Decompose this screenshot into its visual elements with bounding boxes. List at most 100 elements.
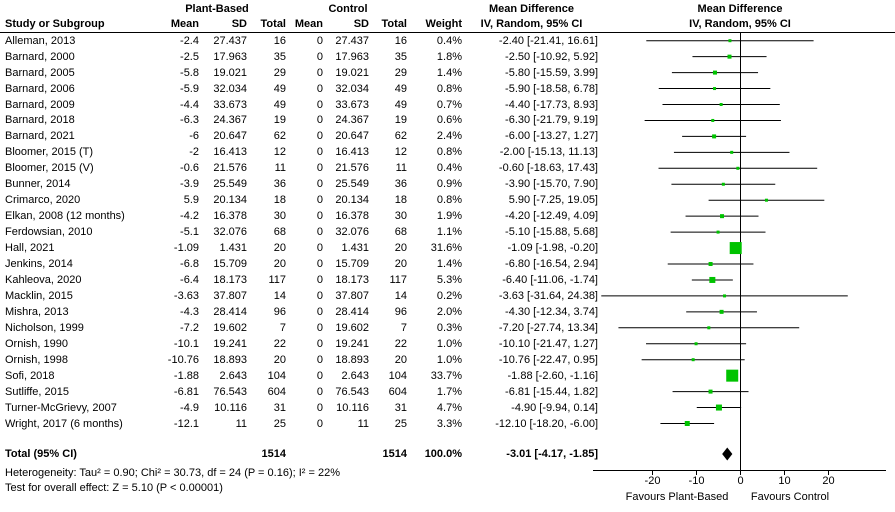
pb-mean: -3.63 [173, 289, 199, 302]
table-row: Ornish, 1998 -10.76 18.893 20 0 18.893 20 1.0% -… [0, 352, 600, 368]
weight: 0.2% [436, 289, 462, 302]
pb-total: 68 [273, 226, 286, 239]
c-sd: 20.134 [335, 194, 369, 207]
effect-marker [729, 242, 742, 255]
pb-mean: -6.81 [173, 385, 199, 398]
pb-sd: 28.414 [213, 305, 247, 318]
weight: 0.3% [436, 321, 462, 334]
weight: 2.0% [436, 305, 462, 318]
axis-tick-label: 0 [737, 475, 743, 487]
pb-mean: -0.6 [180, 162, 199, 175]
pb-total: 20 [273, 242, 286, 255]
pb-total: 117 [268, 273, 286, 286]
table-row: Ferdowsian, 2010 -5.1 32.076 68 0 32.076 68 1.1… [0, 224, 600, 240]
pb-sd: 19.241 [213, 337, 247, 350]
c-mean: 0 [316, 146, 323, 159]
pb-total: 20 [273, 258, 286, 270]
md-ci: -0.60 [-18.63, 17.43] [498, 162, 598, 175]
table-row: Wright, 2017 (6 months) -12.1 11 25 0 11 25 3.3… [0, 416, 600, 432]
study-name: Ornish, 1990 [5, 337, 68, 350]
table-row: Sofi, 2018 -1.88 2.643 104 0 2.643 104 33.7% -1.… [0, 368, 600, 384]
weight: 1.9% [436, 210, 462, 223]
weight: 0.9% [436, 178, 462, 191]
c-mean: 0 [316, 114, 323, 127]
weight: 3.3% [436, 417, 462, 430]
study-name: Bloomer, 2015 (V) [5, 162, 94, 175]
group1-header: Plant-Based [185, 3, 249, 15]
axis-tick-label: -20 [645, 475, 661, 487]
study-name: Jenkins, 2014 [5, 258, 73, 270]
pb-total: 7 [279, 321, 286, 334]
study-name: Sofi, 2018 [5, 369, 55, 382]
study-name: Kahleova, 2020 [5, 273, 82, 286]
c-total: 11 [395, 162, 407, 175]
pb-sd: 1.431 [219, 242, 247, 255]
col-header-pb-total: Total [260, 18, 286, 30]
effect-marker [721, 182, 725, 186]
md-ci: -5.10 [-15.88, 5.68] [505, 226, 598, 239]
c-total: 16 [394, 34, 407, 47]
pb-sd: 16.378 [213, 210, 247, 223]
group2-header: Control [328, 3, 368, 15]
c-total: 22 [394, 337, 407, 350]
table-row: Bunner, 2014 -3.9 25.549 36 0 25.549 36 0.9% -3.… [0, 176, 600, 192]
study-name: Bunner, 2014 [5, 178, 71, 191]
pb-total: 29 [273, 66, 286, 79]
effect-marker [719, 309, 724, 314]
c-total: 30 [394, 210, 407, 223]
pb-mean: -6 [189, 130, 199, 143]
pb-mean: -2.5 [180, 50, 199, 63]
axis-tick-label: 20 [822, 475, 834, 487]
study-name: Macklin, 2015 [5, 289, 73, 302]
pb-sd: 24.367 [213, 114, 247, 127]
effect-marker [711, 118, 715, 122]
table-row: Hall, 2021 -1.09 1.431 20 0 1.431 20 31.6% -1.09… [0, 240, 600, 256]
c-mean: 0 [316, 226, 323, 239]
c-sd: 33.673 [335, 98, 369, 111]
pb-mean: -10.76 [167, 353, 199, 366]
c-total: 49 [394, 82, 407, 95]
pb-mean: -1.09 [173, 242, 199, 255]
table-row: Kahleova, 2020 -6.4 18.173 117 0 18.173 117 5.3… [0, 272, 600, 288]
pb-mean: -5.9 [180, 82, 199, 95]
c-sd: 24.367 [335, 114, 369, 127]
c-sd: 10.116 [336, 401, 369, 414]
total-weight: 100.0% [424, 448, 462, 460]
study-name: Barnard, 2009 [5, 98, 75, 111]
c-total: 62 [394, 130, 407, 143]
c-sd: 27.437 [335, 34, 369, 47]
c-total: 20 [394, 242, 407, 255]
total-c-total: 1514 [382, 448, 407, 460]
md-ci: -7.20 [-27.74, 13.34] [498, 321, 598, 334]
pb-sd: 32.034 [213, 82, 247, 95]
c-mean: 0 [316, 258, 323, 270]
pb-mean: -12.1 [173, 417, 199, 430]
study-name: Mishra, 2013 [5, 305, 69, 318]
pb-mean: -5.8 [180, 66, 199, 79]
pb-total: 96 [273, 305, 286, 318]
md-ci: -10.76 [-22.47, 0.95] [498, 353, 598, 366]
pb-mean: -6.8 [180, 258, 199, 270]
pb-total: 25 [273, 417, 286, 430]
c-total: 68 [394, 226, 407, 239]
pb-sd: 20.134 [213, 194, 247, 207]
axis-tick-label: -10 [689, 475, 705, 487]
c-sd: 17.963 [335, 50, 369, 63]
table-row: Barnard, 2005 -5.8 19.021 29 0 19.021 29 1.4% -5… [0, 65, 600, 81]
c-total: 12 [394, 146, 407, 159]
table-row: Barnard, 2009 -4.4 33.673 49 0 33.673 49 0.7% -4… [0, 97, 600, 113]
md-ci: -3.90 [-15.70, 7.90] [505, 178, 598, 191]
c-mean: 0 [316, 82, 323, 95]
study-name: Crimarco, 2020 [5, 194, 81, 207]
c-mean: 0 [316, 162, 323, 175]
effect-marker [764, 198, 768, 202]
c-sd: 25.549 [335, 178, 369, 191]
favours-left-label: Favours Plant-Based [626, 491, 729, 503]
pb-mean: -3.9 [180, 178, 199, 191]
pb-sd: 19.021 [213, 66, 247, 79]
study-name: Nicholson, 1999 [5, 321, 84, 334]
md-ci: -1.09 [-1.98, -0.20] [507, 242, 599, 255]
md-ci: -2.00 [-15.13, 11.13] [499, 146, 598, 159]
col-header-pb-mean: Mean [170, 18, 199, 30]
study-name: Turner-McGrievy, 2007 [5, 401, 117, 414]
